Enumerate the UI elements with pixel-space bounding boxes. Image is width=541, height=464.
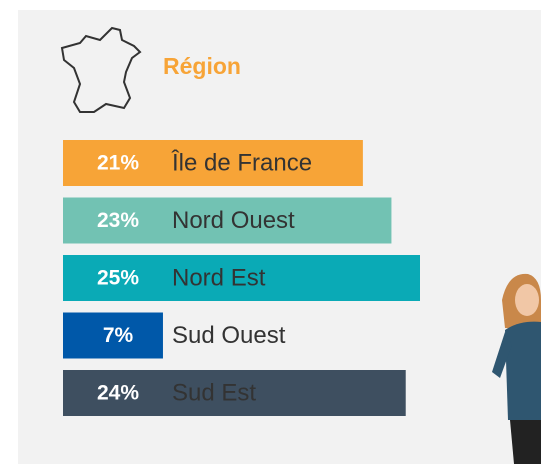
chart-title: Région: [163, 53, 241, 79]
value-label: 23%: [97, 209, 139, 232]
bar: [63, 140, 363, 186]
bar: [63, 370, 406, 416]
person-illustration: [492, 273, 541, 464]
category-label: Sud Est: [172, 379, 256, 406]
category-label: Île de France: [171, 149, 312, 176]
category-label: Sud Ouest: [172, 322, 286, 349]
category-label: Nord Est: [172, 264, 266, 291]
value-label: 24%: [97, 382, 139, 405]
value-label: 25%: [97, 267, 139, 290]
france-icon: [60, 26, 142, 113]
bar: [63, 255, 420, 301]
bar: [63, 197, 392, 244]
value-label: 7%: [103, 324, 134, 347]
category-label: Nord Ouest: [172, 207, 295, 234]
bar: [63, 312, 163, 359]
value-label: 21%: [97, 152, 139, 175]
